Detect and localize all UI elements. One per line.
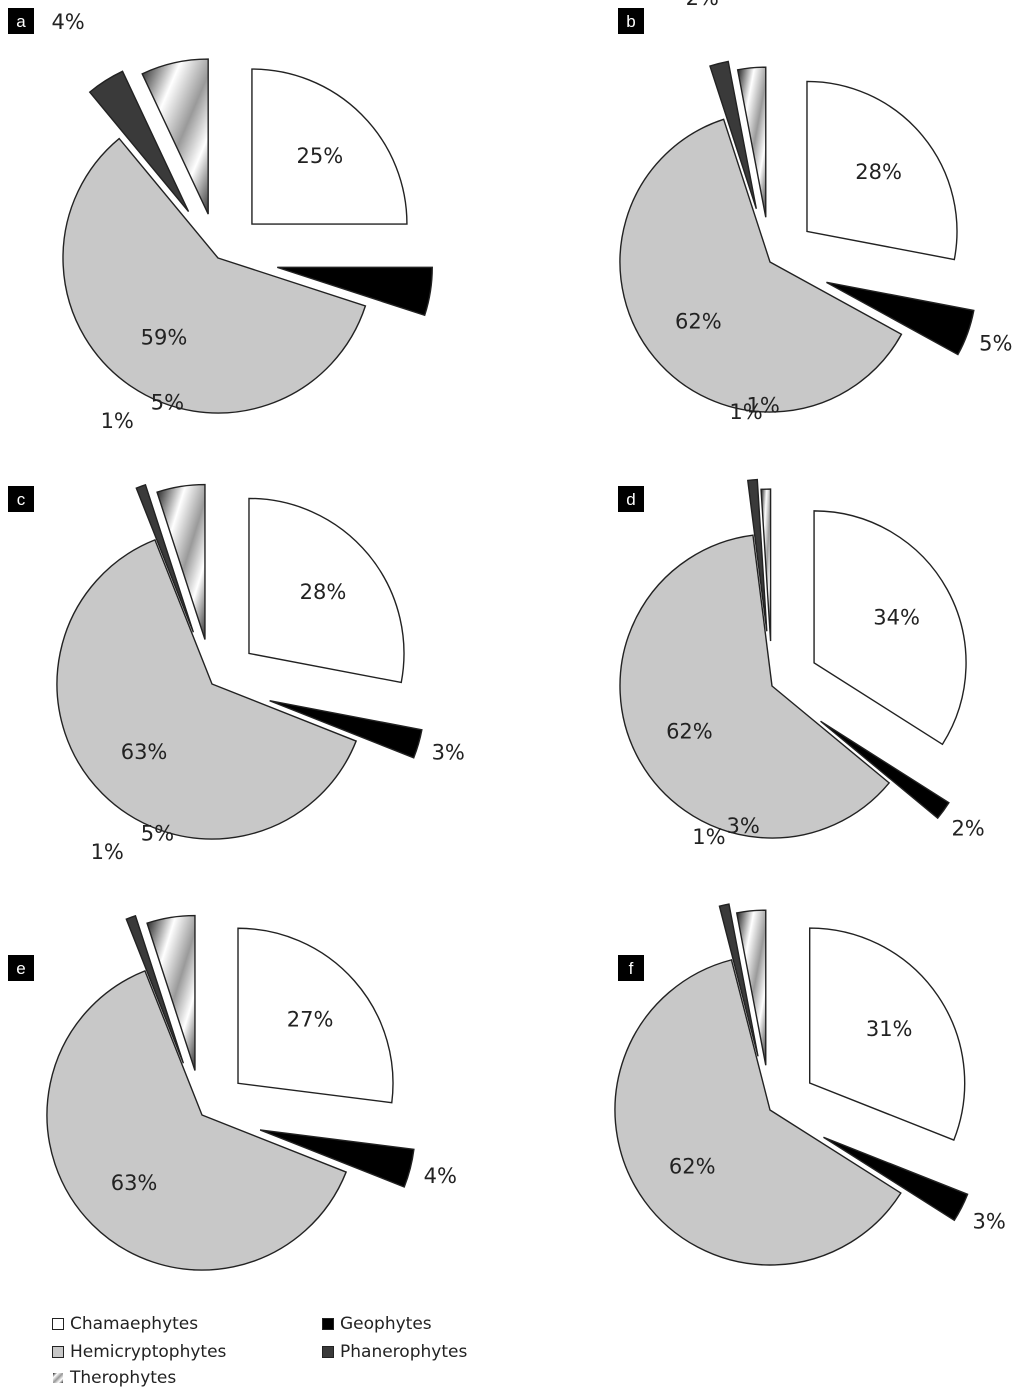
pie-b: b28%5%62%2%3% (618, 0, 1012, 413)
slice-geophytes (823, 1136, 969, 1222)
legend-item-phanerophytes: Phanerophytes (322, 1340, 467, 1364)
grey-square-icon (52, 1346, 64, 1358)
slice-hemicryptophytes (46, 969, 348, 1271)
slice-label-phanerophytes: 2% (686, 0, 719, 10)
slice-hemicryptophytes (56, 538, 358, 840)
white-square-icon (52, 1318, 64, 1330)
pie-d: d 34% 2% 62% 1%1% (618, 394, 985, 840)
slice-label-hemicryptophytes: 62% (675, 309, 722, 333)
slice-therophytes (146, 914, 196, 1071)
slice-label-phanerophytes: 4% (51, 10, 84, 34)
panel-tag-box (8, 955, 34, 981)
legend-label: Chamaephytes (70, 1314, 199, 1334)
slice-label-geophytes: 5% (979, 331, 1012, 355)
legend-label: Hemicryptophytes (70, 1342, 227, 1362)
legend-item-therophytes: Therophytes (52, 1366, 176, 1390)
slice-therophytes (736, 66, 767, 218)
slice-hemicryptophytes (614, 959, 902, 1266)
panel-tag-label: a (16, 12, 26, 31)
slice-chamaephytes (237, 927, 394, 1104)
slice-label-geophytes: 2% (951, 816, 984, 840)
panel-tag-label: d (626, 490, 635, 509)
slice-chamaephytes (809, 927, 966, 1141)
slice-therophytes (735, 909, 767, 1066)
panel-tag-box (8, 8, 34, 34)
slice-chamaephytes (806, 80, 958, 261)
dark-grey-square-icon (322, 1346, 334, 1358)
slice-label-geophytes: 3% (973, 1210, 1006, 1234)
slice-hemicryptophytes (62, 137, 367, 414)
slice-label-hemicryptophytes: 62% (666, 719, 713, 743)
slice-label-hemicryptophytes: 63% (121, 740, 168, 764)
slice-label-chamaephytes: 25% (297, 144, 344, 168)
pie-a: a25%59%4%7% (8, 8, 433, 414)
panel-tag-box (618, 955, 644, 981)
legend-label: Geophytes (340, 1314, 432, 1334)
legend-item-hemicryptophytes: Hemicryptophytes (52, 1340, 226, 1364)
legend-item-chamaephytes: Chamaephytes (52, 1312, 198, 1336)
slice-label-therophytes: 5% (141, 821, 174, 845)
slice-geophytes (820, 720, 950, 820)
gradient-square-icon (52, 1372, 64, 1384)
slice-label-hemicryptophytes: 62% (669, 1154, 716, 1178)
slice-phanerophytes (718, 903, 759, 1057)
slice-phanerophytes (746, 478, 768, 632)
panel-tag-label: f (629, 959, 634, 978)
slice-label-phanerophytes: 1% (729, 400, 762, 424)
slice-phanerophytes (88, 70, 190, 213)
legend-item-geophytes: Geophytes (322, 1312, 432, 1336)
slice-label-hemicryptophytes: 59% (141, 325, 188, 349)
pie-c: c 28% 3% 63% 1% 5% (8, 390, 465, 840)
slice-label-therophytes: 5% (151, 390, 184, 414)
slice-phanerophytes (709, 60, 758, 209)
panel-tag-label: c (17, 490, 26, 509)
slice-geophytes (259, 1129, 415, 1188)
slice-geophytes (826, 281, 975, 356)
slice-label-hemicryptophytes: 63% (111, 1171, 158, 1195)
slice-label-therophytes: 1% (747, 394, 780, 418)
slice-geophytes (277, 266, 433, 317)
slice-label-geophytes: 3% (432, 741, 465, 765)
slice-therophytes (156, 483, 206, 640)
slice-label-geophytes: 4% (424, 1164, 457, 1188)
slice-label-chamaephytes: 34% (873, 605, 920, 629)
slice-chamaephytes (248, 497, 405, 684)
legend: Chamaephytes Geophytes Hemicryptophytes … (52, 1312, 572, 1388)
pie-f: f31%3%62%1% 3% (614, 814, 1006, 1266)
slice-chamaephytes (251, 68, 408, 225)
slice-label-phanerophytes: 1% (692, 825, 725, 849)
slice-label-chamaephytes: 27% (287, 1008, 334, 1032)
slice-label-chamaephytes: 31% (866, 1017, 913, 1041)
slice-geophytes (269, 700, 423, 759)
slice-label-chamaephytes: 28% (300, 580, 347, 604)
slice-label-therophytes: 3% (726, 814, 759, 838)
slice-hemicryptophytes (619, 118, 903, 413)
panel-tag-box (618, 486, 644, 512)
panel-tag-label: e (16, 959, 25, 978)
panel-tag-box (8, 486, 34, 512)
pie-e: e 27% 4% 63% 1% 5% (8, 821, 457, 1271)
slice-hemicryptophytes (619, 534, 891, 839)
pie-panels: a25%59%4%7%b28%5%62%2%3%c28%3%63%1%5%d34… (8, 0, 1012, 1271)
slice-label-phanerophytes: 1% (91, 840, 124, 864)
panel-tag-label: b (626, 12, 635, 31)
slice-therophytes (760, 488, 772, 642)
legend-label: Therophytes (70, 1368, 177, 1388)
legend-label: Phanerophytes (340, 1342, 468, 1362)
slice-phanerophytes (135, 483, 195, 633)
slice-chamaephytes (813, 510, 967, 746)
black-square-icon (322, 1318, 334, 1330)
slice-phanerophytes (125, 914, 185, 1064)
slice-label-chamaephytes: 28% (855, 160, 902, 184)
panel-tag-box (618, 8, 644, 34)
slice-label-phanerophytes: 1% (101, 409, 134, 433)
slice-therophytes (141, 58, 209, 215)
